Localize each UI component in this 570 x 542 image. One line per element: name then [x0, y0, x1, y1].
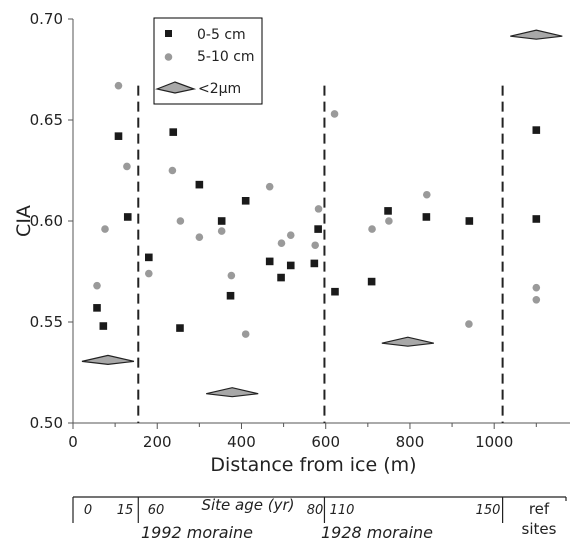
moraine-zone-label: 1928 moraine	[321, 523, 433, 542]
data-point-5-10cm	[241, 330, 250, 338]
ref-sites-label-line2: sites	[522, 520, 557, 538]
data-point-5-10cm	[422, 190, 431, 199]
data-point-clay	[510, 29, 563, 40]
data-point-clay	[381, 336, 434, 347]
data-point-0-5cm	[310, 259, 319, 268]
data-point-5-10cm	[532, 283, 541, 292]
data-point-0-5cm	[314, 225, 322, 233]
x-tick-label: 800	[396, 433, 425, 451]
x-tick-label: 0	[68, 433, 78, 451]
data-point-5-10cm	[465, 320, 473, 328]
data-point-0-5cm	[195, 180, 204, 189]
data-point-0-5cm	[277, 273, 285, 282]
data-point-0-5cm	[123, 213, 132, 221]
site-age-tick: 0	[84, 503, 92, 518]
x-tick-label: 200	[143, 433, 172, 451]
legend-marker-0-5cm	[165, 30, 172, 37]
data-point-0-5cm	[367, 277, 376, 286]
site-age-tick: 110	[330, 503, 355, 518]
data-point-5-10cm	[123, 162, 131, 171]
data-point-0-5cm	[465, 217, 474, 225]
y-tick-label: 0.55	[30, 313, 63, 331]
legend: 0-5 cm 5-10 cm <2μm	[153, 17, 263, 105]
data-point-0-5cm	[331, 287, 339, 296]
data-point-5-10cm	[101, 225, 109, 233]
data-point-0-5cm	[169, 128, 178, 136]
data-point-5-10cm	[311, 241, 319, 250]
site-age-tick: 60	[148, 503, 165, 518]
moraine-zone-label: 1992 moraine	[141, 523, 253, 542]
legend-marker-5-10cm	[164, 53, 173, 61]
x-tick-label: 1000	[475, 433, 513, 451]
x-axis-title: Distance from ice (m)	[210, 454, 416, 476]
data-point-0-5cm	[114, 132, 123, 140]
legend-label-0-5cm: 0-5 cm	[197, 27, 246, 43]
data-point-0-5cm	[217, 217, 226, 225]
data-point-0-5cm	[145, 253, 153, 262]
data-point-5-10cm	[286, 231, 295, 239]
data-point-5-10cm	[176, 217, 185, 225]
x-tick-label: 400	[227, 433, 256, 451]
site-age-tick: 150	[476, 503, 501, 518]
data-point-5-10cm	[532, 295, 541, 304]
data-point-5-10cm	[330, 110, 339, 118]
data-point-0-5cm	[176, 324, 184, 332]
data-point-0-5cm	[422, 213, 431, 221]
data-point-5-10cm	[168, 166, 177, 175]
ref-sites-label-line1: ref	[529, 500, 550, 518]
data-point-5-10cm	[195, 233, 204, 241]
data-point-0-5cm	[532, 215, 541, 223]
x-tick-label: 600	[311, 433, 340, 451]
data-point-0-5cm	[286, 261, 295, 270]
y-tick-label: 0.60	[30, 212, 63, 230]
data-point-5-10cm	[314, 205, 323, 213]
data-point-5-10cm	[227, 271, 236, 280]
data-point-0-5cm	[241, 197, 250, 205]
plot-area: 0.50 0.55 0.60 0.65 0.70 0 200 400 600 800 1000 Dis…	[13, 10, 570, 476]
data-point-5-10cm	[93, 281, 101, 290]
legend-label-5-10cm: 5-10 cm	[197, 49, 255, 65]
y-tick-label: 0.50	[30, 414, 63, 432]
data-point-5-10cm	[114, 81, 123, 90]
data-point-clay	[81, 354, 135, 365]
data-point-5-10cm	[277, 239, 286, 248]
legend-marker-clay	[154, 81, 197, 94]
legend-label-clay: <2μm	[198, 81, 241, 97]
data-point-clay	[206, 387, 259, 398]
data-point-5-10cm	[217, 227, 226, 235]
data-point-5-10cm	[385, 217, 393, 225]
data-point-5-10cm	[265, 182, 274, 191]
data-point-5-10cm	[145, 269, 153, 278]
y-axis-title: CIA	[13, 205, 35, 237]
site-age-tick: 80	[307, 503, 324, 518]
data-point-0-5cm	[265, 257, 274, 266]
y-tick-label: 0.65	[30, 111, 63, 129]
site-age-tick: 15	[117, 503, 134, 518]
y-tick-label: 0.70	[30, 10, 63, 28]
data-point-0-5cm	[532, 126, 541, 134]
data-point-0-5cm	[99, 322, 108, 330]
data-point-0-5cm	[384, 207, 392, 215]
data-point-5-10cm	[368, 225, 376, 233]
data-point-0-5cm	[226, 291, 235, 300]
data-point-0-5cm	[93, 304, 101, 312]
site-age-label: Site age (yr)	[201, 496, 294, 514]
site-age-axis: Site age (yr) 0 15 60 80 110 150 1992 moraine 1…	[72, 496, 567, 542]
